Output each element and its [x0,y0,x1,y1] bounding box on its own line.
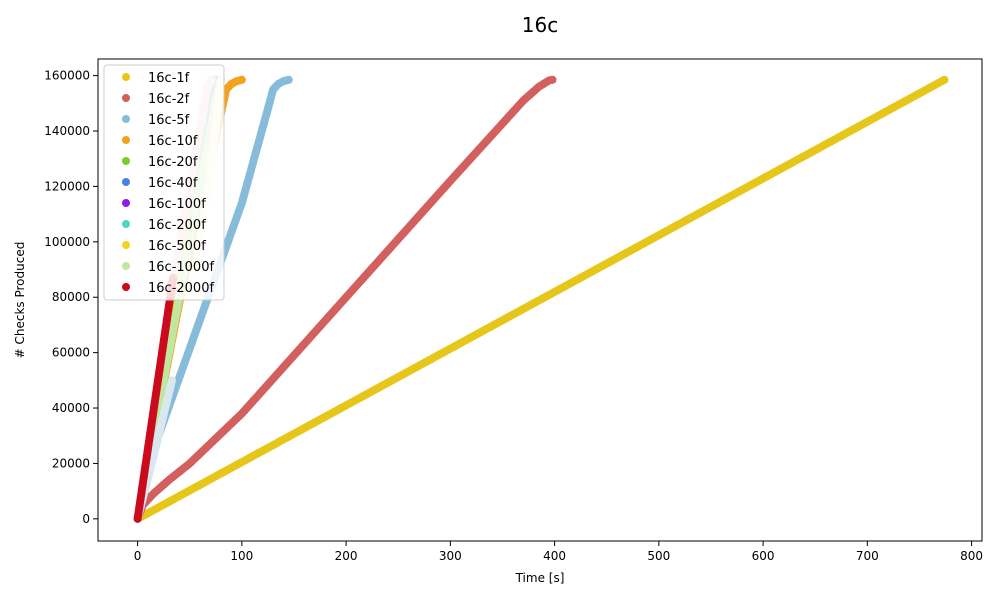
plot-frame [97,58,983,542]
y-tick-label: 40000 [52,401,90,415]
axis-ticks: 0 100 200 300 400 500 600 700 800 0 20000 40000 6000… [44,69,983,563]
legend-label: 16c-2f [148,92,190,107]
x-tick-label: 800 [960,549,983,563]
legend-entry: 16c-40f [122,176,198,191]
legend-label: 16c-1f [148,71,190,86]
x-tick-label: 200 [335,549,358,563]
legend-marker [122,283,130,291]
legend-frame [103,64,225,301]
x-tick-label: 600 [752,549,775,563]
y-tick-label: 120000 [44,179,90,193]
legend-entry: 16c-100f [122,197,206,212]
legend: 16c-1f 16c-2f 16c-5f 16c-10f 16c-20f 16c-40f 1… [103,64,225,301]
data-point [284,75,293,84]
legend-label: 16c-10f [148,134,198,149]
legend-marker [122,157,130,165]
data-marks [133,75,949,523]
x-tick-label: 500 [647,549,670,563]
data-point [237,75,246,84]
legend-marker [122,73,130,81]
legend-marker [122,94,130,102]
chart-title: 16c [522,13,558,37]
legend-label: 16c-5f [148,113,190,128]
x-tick-label: 100 [230,549,253,563]
legend-entry: 16c-500f [122,239,206,254]
series-16c-1f [133,75,949,523]
data-point [168,376,177,385]
x-tick-label: 700 [856,549,879,563]
legend-label: 16c-500f [148,239,206,254]
y-tick-label: 20000 [52,456,90,470]
legend-marker [122,178,130,186]
legend-marker [122,241,130,249]
legend-entry: 16c-2000f [122,281,214,296]
legend-label: 16c-40f [148,176,198,191]
data-point [548,75,557,84]
legend-marker [122,136,130,144]
legend-label: 16c-100f [148,197,206,212]
legend-entry: 16c-1f [122,71,190,86]
legend-label: 16c-2000f [148,281,214,296]
y-tick-label: 160000 [44,69,90,83]
legend-label: 16c-1000f [148,260,214,275]
y-axis-label: # Checks Produced [13,242,27,359]
legend-entry: 16c-1000f [122,260,214,275]
legend-entry: 16c-5f [122,113,190,128]
legend-entry: 16c-2f [122,92,190,107]
series-16c-2f [133,75,557,523]
plot-area [97,58,983,542]
legend-marker [122,262,130,270]
legend-label: 16c-200f [148,218,206,233]
legend-marker [122,220,130,228]
y-tick-label: 100000 [44,235,90,249]
y-tick-label: 140000 [44,124,90,138]
data-point [940,75,949,84]
x-tick-label: 400 [543,549,566,563]
legend-marker [122,199,130,207]
legend-label: 16c-20f [148,155,198,170]
x-axis-label: Time [s] [515,571,565,585]
y-tick-label: 0 [82,512,90,526]
legend-marker [122,115,130,123]
x-tick-label: 300 [439,549,462,563]
legend-entry: 16c-200f [122,218,206,233]
y-tick-label: 80000 [52,290,90,304]
legend-entry: 16c-10f [122,134,198,149]
y-tick-label: 60000 [52,346,90,360]
x-tick-label: 0 [134,549,142,563]
legend-entry: 16c-20f [122,155,198,170]
